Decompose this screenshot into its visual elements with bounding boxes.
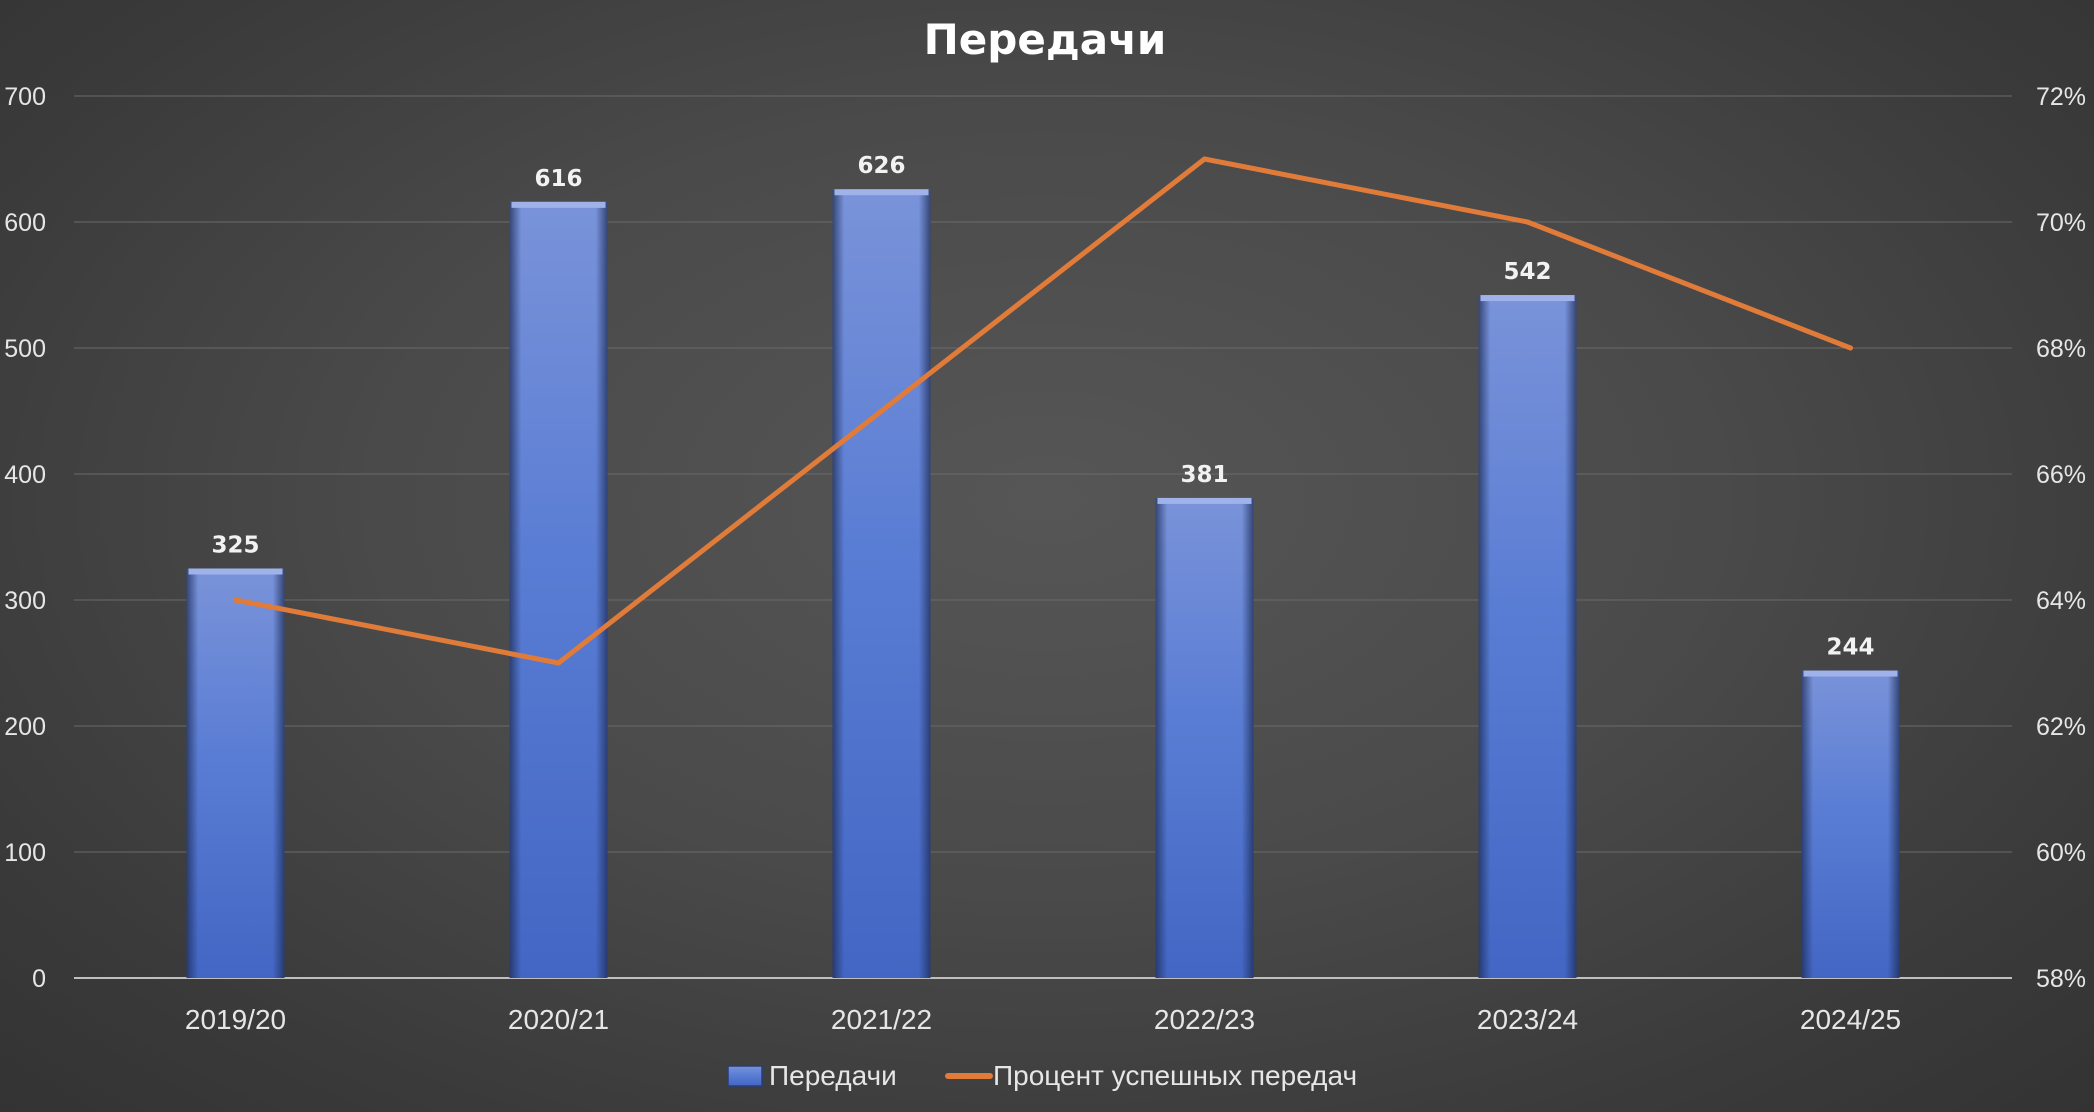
bar-top-highlight — [834, 189, 929, 196]
gridlines — [74, 95, 2012, 979]
left-tick-label: 700 — [4, 83, 46, 111]
bar — [509, 201, 608, 979]
category-label: 2023/24 — [1477, 1004, 1578, 1035]
success-rate-line — [233, 156, 1853, 666]
bar-bevel — [509, 201, 608, 979]
right-tick-label: 70% — [2036, 209, 2086, 237]
left-tick-label: 0 — [32, 965, 46, 993]
bar-bevel — [1478, 295, 1577, 979]
bar — [186, 568, 285, 978]
bar-data-label: 626 — [857, 153, 905, 179]
bar-data-label: 542 — [1503, 259, 1551, 285]
bar-top-highlight — [1157, 497, 1252, 504]
bar-bevel — [1155, 497, 1254, 978]
legend: Передачи Процент успешных передач — [727, 1060, 1357, 1091]
bar-data-label: 325 — [211, 533, 259, 559]
legend-item-line: Процент успешных передач — [945, 1060, 1357, 1091]
bar — [1801, 670, 1900, 978]
bar-data-label: 616 — [534, 166, 582, 192]
left-y-axis: 0 100 200 300 400 500 600 700 — [4, 83, 46, 993]
legend-label-line: Процент успешных передач — [993, 1060, 1357, 1091]
line-point — [879, 408, 884, 414]
line-point — [233, 597, 238, 603]
line-series — [233, 156, 1853, 666]
category-label: 2019/20 — [185, 1004, 286, 1035]
legend-label-bars: Передачи — [769, 1060, 897, 1091]
bar-top-highlight — [188, 568, 283, 575]
bar-series — [186, 189, 1900, 979]
right-y-axis: 58% 60% 62% 64% 66% 68% 70% 72% — [2036, 83, 2086, 993]
bar — [1155, 497, 1254, 978]
left-tick-label: 600 — [4, 209, 46, 237]
right-tick-label: 66% — [2036, 461, 2086, 489]
right-tick-label: 60% — [2036, 839, 2086, 867]
bar-top-highlight — [1480, 295, 1575, 302]
legend-item-bars: Передачи — [727, 1060, 897, 1091]
left-tick-label: 400 — [4, 461, 46, 489]
right-tick-label: 62% — [2036, 713, 2086, 741]
right-tick-label: 72% — [2036, 83, 2086, 111]
line-point — [556, 660, 561, 666]
bar — [832, 189, 931, 979]
line-point — [1202, 156, 1207, 162]
bar-data-label: 244 — [1826, 635, 1874, 661]
line-point — [1848, 345, 1853, 351]
bar-top-highlight — [1803, 670, 1898, 677]
line-point — [1525, 219, 1530, 225]
x-axis: 2019/20 2020/21 2021/22 2022/23 2023/24 2024/… — [185, 1004, 1901, 1035]
chart-title: Передачи — [924, 15, 1167, 64]
right-tick-label: 58% — [2036, 965, 2086, 993]
category-label: 2024/25 — [1800, 1004, 1901, 1035]
bar-bevel — [832, 189, 931, 979]
legend-bar-swatch — [727, 1065, 763, 1087]
left-tick-label: 500 — [4, 335, 46, 363]
left-tick-label: 100 — [4, 839, 46, 867]
right-tick-label: 64% — [2036, 587, 2086, 615]
category-label: 2020/21 — [508, 1004, 609, 1035]
bar-bevel — [1801, 670, 1900, 978]
bar-bevel — [186, 568, 285, 978]
bar — [1478, 295, 1577, 979]
left-tick-label: 200 — [4, 713, 46, 741]
category-label: 2021/22 — [831, 1004, 932, 1035]
bar-data-label: 381 — [1180, 462, 1228, 488]
right-tick-label: 68% — [2036, 335, 2086, 363]
bar-top-highlight — [511, 201, 606, 208]
category-label: 2022/23 — [1154, 1004, 1255, 1035]
data-labels: 325 616 626 381 542 244 — [211, 153, 1874, 660]
left-tick-label: 300 — [4, 587, 46, 615]
